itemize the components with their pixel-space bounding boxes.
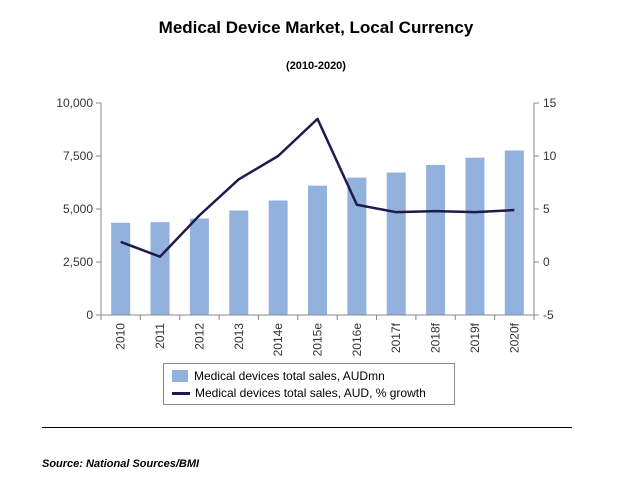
legend-label-growth: Medical devices total sales, AUD, % grow… xyxy=(195,386,426,400)
right-tick-label: 15 xyxy=(543,96,557,110)
x-tick-label-2018f: 2018f xyxy=(429,322,443,353)
x-tick-label-2012: 2012 xyxy=(192,323,206,350)
left-tick-label: 2,500 xyxy=(63,255,93,269)
x-tick-label-2016e: 2016e xyxy=(350,323,364,357)
bar-series xyxy=(111,150,524,315)
growth-line xyxy=(120,117,515,258)
left-tick-label: 10,000 xyxy=(56,96,93,110)
bar-2016e xyxy=(347,177,367,315)
tick-labels: 0 2,500 5,000 7,500 10,000 -5 0 5 10 15 2010 2011 20… xyxy=(56,96,556,356)
chart-title: Medical Device Market, Local Currency xyxy=(158,18,474,37)
right-tick-label: -5 xyxy=(543,308,554,322)
x-tick-label-2011: 2011 xyxy=(153,323,167,349)
chart-axes xyxy=(96,102,539,320)
left-tick-label: 5,000 xyxy=(63,202,93,216)
bar-2018f xyxy=(426,164,446,315)
left-tick-label: 0 xyxy=(86,308,93,322)
bar-2012 xyxy=(189,218,209,315)
legend-label-sales: Medical devices total sales, AUDmn xyxy=(194,369,385,383)
footer-divider xyxy=(42,427,572,428)
source-note: Source: National Sources/BMI xyxy=(42,458,200,470)
x-tick-label-2014e: 2014e xyxy=(271,323,285,357)
x-tick-label-2015e: 2015e xyxy=(311,323,325,357)
left-tick-label: 7,500 xyxy=(63,149,93,163)
x-tick-label-2019f: 2019f xyxy=(468,322,482,353)
x-tick-label-2010: 2010 xyxy=(114,323,128,350)
right-tick-label: 10 xyxy=(543,149,557,163)
bar-2020f xyxy=(504,150,524,315)
chart-legend: Medical devices total sales, AUDmn Medic… xyxy=(163,363,455,405)
bar-2015e xyxy=(308,185,327,315)
bar-2014e xyxy=(268,200,288,315)
right-tick-label: 0 xyxy=(543,255,550,269)
x-tick-label-2020f: 2020f xyxy=(507,322,521,353)
bar-2013 xyxy=(229,210,249,315)
legend-swatch-line xyxy=(172,391,190,395)
right-tick-label: 5 xyxy=(543,202,550,216)
legend-item-growth: Medical devices total sales, AUD, % grow… xyxy=(172,385,426,401)
bar-2010 xyxy=(111,222,131,315)
growth-line-series xyxy=(120,117,515,258)
x-tick-label-2013: 2013 xyxy=(232,323,246,350)
chart-subtitle: (2010-2020) xyxy=(286,60,346,72)
x-tick-label-2017f: 2017f xyxy=(389,322,403,353)
legend-swatch-bar xyxy=(172,370,188,382)
bar-2017f xyxy=(386,172,406,315)
bar-2011 xyxy=(150,222,170,315)
bar-2019f xyxy=(465,157,485,315)
legend-item-sales: Medical devices total sales, AUDmn xyxy=(172,368,385,384)
